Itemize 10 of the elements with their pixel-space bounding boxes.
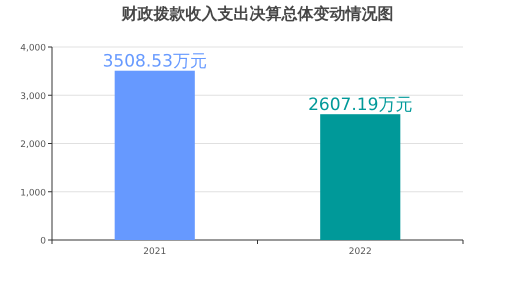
y-tick-label: 0 bbox=[40, 236, 46, 246]
x-tick-label: 2021 bbox=[143, 247, 166, 257]
data-label: 3508.53万元 bbox=[102, 52, 207, 72]
y-tick-label: 3,000 bbox=[20, 92, 46, 102]
data-label: 2607.19万元 bbox=[308, 95, 412, 116]
y-tick-label: 2,000 bbox=[20, 140, 46, 150]
x-tick-label: 2022 bbox=[348, 247, 372, 257]
y-tick-label: 4,000 bbox=[20, 44, 46, 54]
chart-title: 财政拨款收入支出决算总体变动情况图 bbox=[120, 4, 394, 23]
y-tick-label: 1,000 bbox=[20, 188, 46, 198]
